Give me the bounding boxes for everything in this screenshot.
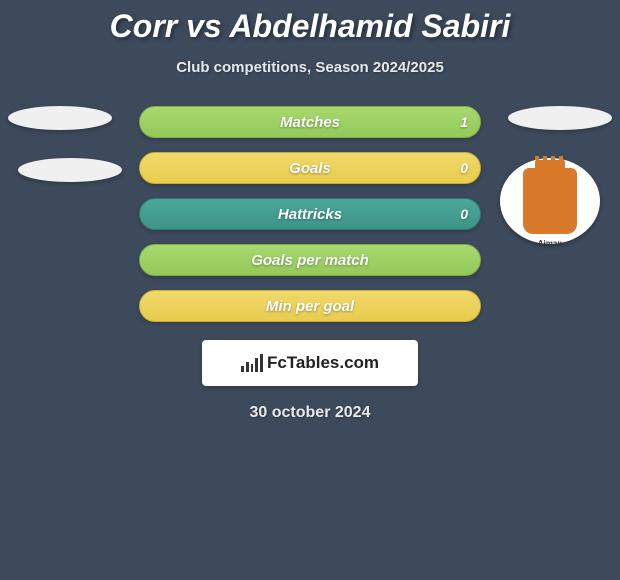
stat-label: Min per goal bbox=[266, 298, 354, 315]
player-right-club-badge: Ajman bbox=[500, 158, 600, 244]
stat-row-min-per-goal: Min per goal bbox=[139, 290, 481, 322]
stat-label: Matches bbox=[280, 114, 340, 131]
stat-row-goals-per-match: Goals per match bbox=[139, 244, 481, 276]
footer-date: 30 october 2024 bbox=[0, 404, 620, 422]
stat-row-hattricks: Hattricks 0 bbox=[139, 198, 481, 230]
stat-row-goals: Goals 0 bbox=[139, 152, 481, 184]
stat-value-right: 1 bbox=[460, 114, 468, 130]
stat-row-matches: Matches 1 bbox=[139, 106, 481, 138]
badge-tower-icon bbox=[535, 160, 565, 174]
logo-content: FcTables.com bbox=[241, 353, 379, 373]
stat-label: Goals per match bbox=[251, 252, 369, 269]
player-right-photo-placeholder bbox=[508, 106, 612, 130]
player-left-photo-placeholder bbox=[8, 106, 112, 130]
logo-text: FcTables.com bbox=[267, 353, 379, 373]
comparison-area: Ajman Matches 1 Goals 0 Hattricks 0 Goal… bbox=[0, 106, 620, 322]
page-title: Corr vs Abdelhamid Sabiri bbox=[0, 0, 620, 45]
subtitle: Club competitions, Season 2024/2025 bbox=[0, 59, 620, 76]
chart-icon bbox=[241, 354, 263, 372]
stat-value-right: 0 bbox=[460, 160, 468, 176]
badge-shield bbox=[523, 168, 577, 234]
stat-value-right: 0 bbox=[460, 206, 468, 222]
badge-club-name: Ajman bbox=[500, 239, 600, 248]
stat-label: Hattricks bbox=[278, 206, 342, 223]
source-logo-box[interactable]: FcTables.com bbox=[202, 340, 418, 386]
player-left-club-placeholder bbox=[18, 158, 122, 182]
stat-label: Goals bbox=[289, 160, 331, 177]
